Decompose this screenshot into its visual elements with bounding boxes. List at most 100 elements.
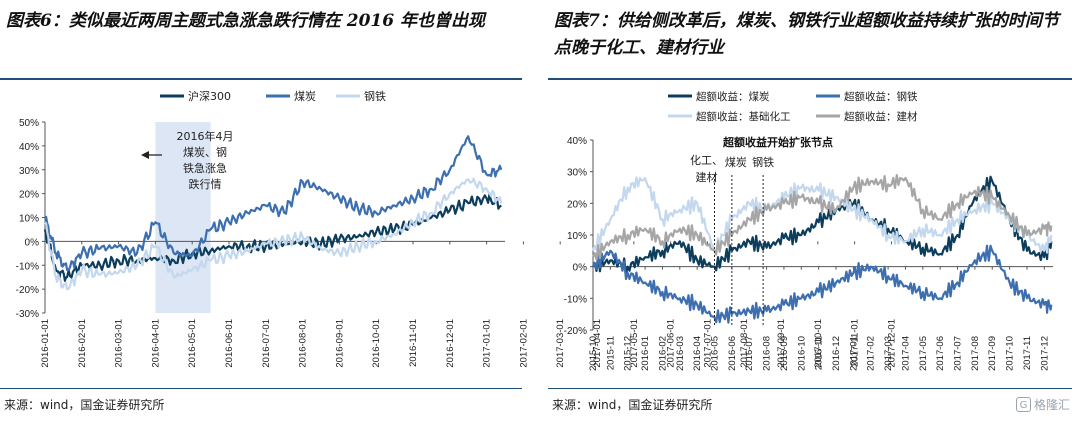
x-tick-label: 2017-01-01 bbox=[482, 319, 493, 368]
x-tick-label: 2016-11 bbox=[814, 336, 825, 370]
right-title-rule bbox=[548, 78, 1072, 80]
x-tick-label: 2017-02-01 bbox=[518, 319, 529, 368]
left-figure-panel: 图表6：类似最近两周主题式急涨急跌行情在 2016 年也曾出现 -30% -20%… bbox=[0, 0, 898, 423]
x-tick-label: 2016-10 bbox=[796, 336, 807, 371]
x-tick-label: 2016-07-01 bbox=[261, 319, 272, 368]
annotation-text: 煤炭、钢 bbox=[183, 146, 227, 159]
series-line bbox=[591, 244, 1053, 324]
y-tick-label: -20% bbox=[564, 326, 587, 337]
x-tick-label: 2017-04-01 bbox=[592, 319, 603, 368]
legend-label: 超额收益：钢铁 bbox=[844, 90, 918, 103]
y-tick-label: 40% bbox=[19, 142, 39, 153]
x-tick-label: 2017-07-01 bbox=[702, 319, 713, 368]
x-tick-label: 2016-12-01 bbox=[445, 319, 456, 368]
x-tick-label: 2017-07 bbox=[953, 336, 964, 371]
x-tick-label: 2016-07 bbox=[744, 336, 755, 371]
marker-label: 煤炭 bbox=[725, 156, 747, 169]
y-tick-label: 0% bbox=[25, 237, 40, 248]
y-tick-label: -10% bbox=[16, 261, 39, 272]
x-tick-label: 2017-06 bbox=[935, 336, 946, 371]
left-bottom-rule bbox=[0, 388, 522, 389]
marker-label: 化工、 bbox=[690, 153, 723, 167]
x-tick-label: 2017-04 bbox=[900, 336, 911, 371]
x-tick-label: 2016-10-01 bbox=[371, 319, 382, 368]
y-tick-label: -30% bbox=[16, 309, 39, 320]
annotation-title: 超额收益开始扩张节点 bbox=[722, 135, 833, 149]
x-tick-label: 2015-10 bbox=[588, 336, 599, 371]
x-tick-label: 2016-02-01 bbox=[77, 319, 88, 368]
x-tick-label: 2016-09-01 bbox=[334, 319, 345, 368]
y-tick-label: 10% bbox=[567, 231, 587, 242]
x-tick-label: 2016-02 bbox=[657, 336, 668, 371]
right-bottom-rule bbox=[548, 388, 1072, 389]
marker-label: 钢铁 bbox=[752, 156, 774, 169]
legend-label: 钢铁 bbox=[364, 90, 386, 103]
x-tick-label: 2016-11-01 bbox=[408, 319, 419, 367]
x-tick-label: 2017-10 bbox=[1005, 336, 1016, 371]
x-tick-label: 2017-08-01 bbox=[739, 319, 750, 368]
y-tick-label: 40% bbox=[567, 136, 587, 147]
y-tick-label: 50% bbox=[19, 118, 39, 129]
y-tick-label: 0% bbox=[573, 263, 588, 274]
watermark: G 格隆汇 bbox=[1015, 396, 1070, 413]
right-source-note: 来源：wind，国金证券研究所 bbox=[552, 398, 713, 412]
x-tick-label: 2017-03-01 bbox=[555, 319, 566, 368]
x-tick-label: 2016-12 bbox=[831, 336, 842, 371]
series-line bbox=[44, 177, 503, 291]
x-tick-label: 2016-04-01 bbox=[150, 319, 161, 368]
left-source-note: 来源：wind，国金证券研究所 bbox=[4, 398, 165, 412]
x-tick-label: 2016-03-01 bbox=[114, 319, 125, 368]
y-tick-label: 20% bbox=[19, 190, 39, 201]
y-tick-label: 30% bbox=[567, 168, 587, 179]
y-tick-label: 20% bbox=[567, 199, 587, 210]
series-line bbox=[591, 176, 1053, 254]
x-tick-label: 2016-06-01 bbox=[224, 319, 235, 368]
series-line bbox=[43, 193, 502, 282]
left-chart: -30% -20% -10% 0% 10% 20% 30% 40% 50% 2016-01-01 2… bbox=[16, 89, 898, 368]
annotation-text: 铁急涨急 bbox=[183, 161, 227, 175]
x-tick-label: 2016-04 bbox=[692, 336, 703, 371]
right-chart: -20% -10% 0% 10% 20% 30% 40% 2015-10 2015-11 2015… bbox=[564, 90, 1053, 371]
y-tick-label: 30% bbox=[19, 166, 39, 177]
annotation-arrowhead bbox=[141, 151, 149, 159]
x-tick-label: 2016-03 bbox=[675, 336, 686, 371]
right-figure-title: 图表7：供给侧改革后，煤炭、钢铁行业超额收益持续扩张的时间节点晚于化工、建材行业 bbox=[554, 11, 1059, 58]
y-tick-label: 10% bbox=[19, 214, 39, 225]
x-tick-label: 2016-06 bbox=[727, 336, 738, 371]
annotation-text: 2016年4月 bbox=[177, 129, 234, 143]
left-title-rule bbox=[0, 78, 522, 80]
y-tick-label: -20% bbox=[16, 285, 39, 296]
highlight-band bbox=[155, 122, 211, 313]
series-line bbox=[44, 135, 503, 272]
watermark-text: 格隆汇 bbox=[1033, 398, 1070, 412]
left-figure-title: 图表6：类似最近两周主题式急涨急跌行情在 2016 年也曾出现 bbox=[6, 11, 485, 31]
x-tick-label: 2016-08-01 bbox=[298, 319, 309, 368]
legend-label: 沪深300 bbox=[188, 89, 231, 103]
right-figure-panel: 图表7：供给侧改革后，煤炭、钢铁行业超额收益持续扩张的时间节点晚于化工、建材行业… bbox=[548, 0, 1080, 423]
x-tick-label: 2017-12 bbox=[1039, 336, 1050, 371]
series-line bbox=[592, 175, 1053, 276]
x-tick-label: 2016-01-01 bbox=[40, 319, 51, 368]
x-tick-label: 2016-08 bbox=[762, 336, 773, 371]
x-tick-label: 2015-12 bbox=[623, 336, 634, 371]
x-tick-label: 2017-08 bbox=[970, 336, 981, 371]
x-tick-label: 2017-05-01 bbox=[629, 319, 640, 368]
x-tick-label: 2017-12-01 bbox=[886, 319, 897, 368]
x-tick-label: 2016-05-01 bbox=[187, 319, 198, 368]
x-tick-label: 2017-05 bbox=[918, 336, 929, 371]
legend-label: 超额收益：煤炭 bbox=[696, 90, 770, 103]
marker-label: 建材 bbox=[696, 170, 718, 184]
x-tick-label: 2017-11 bbox=[1022, 336, 1033, 370]
x-tick-label: 2016-01 bbox=[640, 336, 651, 371]
series-line bbox=[591, 174, 1053, 261]
x-tick-label: 2017-09-01 bbox=[776, 319, 787, 368]
x-tick-label: 2017-06-01 bbox=[666, 319, 677, 368]
watermark-logo-icon: G bbox=[1015, 397, 1031, 412]
x-tick-label: 2017-10-01 bbox=[813, 319, 824, 368]
x-tick-label: 2016-09 bbox=[779, 336, 790, 371]
annotation-text: 跌行情 bbox=[189, 177, 222, 191]
x-tick-label: 2017-01 bbox=[848, 336, 859, 371]
x-tick-label: 2017-11-01 bbox=[850, 319, 861, 367]
x-tick-label: 2017-09 bbox=[987, 336, 998, 371]
x-tick-label: 2015-11 bbox=[605, 336, 616, 370]
